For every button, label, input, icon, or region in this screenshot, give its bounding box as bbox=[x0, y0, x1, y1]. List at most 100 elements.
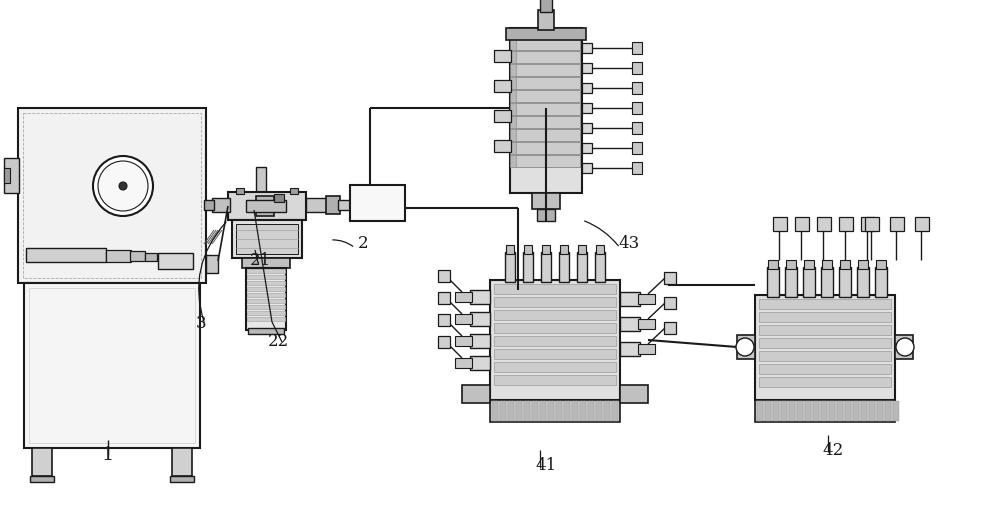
Bar bbox=[306, 198, 328, 212]
Bar bbox=[632, 162, 642, 174]
Bar bbox=[548, 401, 554, 421]
Bar bbox=[510, 38, 516, 50]
Bar bbox=[130, 251, 145, 261]
Bar bbox=[532, 401, 538, 421]
Bar bbox=[512, 129, 580, 141]
Bar bbox=[18, 108, 206, 283]
Bar bbox=[494, 336, 616, 346]
Bar bbox=[494, 297, 616, 307]
Bar bbox=[236, 188, 244, 194]
Bar bbox=[247, 269, 285, 273]
Bar bbox=[512, 90, 580, 102]
Circle shape bbox=[119, 182, 127, 190]
Bar bbox=[821, 267, 833, 297]
Bar bbox=[506, 28, 586, 40]
Bar bbox=[632, 82, 642, 94]
Bar bbox=[350, 185, 405, 221]
Text: 22: 22 bbox=[268, 333, 289, 350]
Text: 3: 3 bbox=[196, 315, 207, 332]
Bar bbox=[795, 217, 809, 231]
Bar bbox=[242, 258, 290, 268]
Bar bbox=[537, 209, 555, 221]
Bar bbox=[604, 401, 610, 421]
Bar bbox=[290, 188, 298, 194]
Bar bbox=[494, 80, 511, 92]
Bar bbox=[470, 356, 490, 370]
Bar bbox=[781, 401, 787, 421]
Bar bbox=[455, 336, 472, 346]
Bar bbox=[248, 328, 284, 334]
Bar bbox=[510, 77, 516, 89]
Bar bbox=[572, 401, 578, 421]
Bar bbox=[540, 401, 546, 421]
Bar bbox=[773, 217, 787, 231]
Bar bbox=[759, 364, 891, 374]
Bar bbox=[885, 401, 891, 421]
Bar bbox=[582, 123, 592, 133]
Bar bbox=[326, 196, 340, 214]
Bar bbox=[582, 83, 592, 93]
Bar bbox=[755, 400, 895, 422]
Bar bbox=[803, 267, 815, 297]
Bar bbox=[564, 401, 570, 421]
Bar bbox=[145, 253, 157, 261]
Bar bbox=[512, 142, 580, 154]
Bar bbox=[524, 401, 530, 421]
Bar bbox=[890, 217, 904, 231]
Bar bbox=[875, 267, 887, 297]
Bar bbox=[582, 163, 592, 173]
Bar bbox=[455, 358, 472, 368]
Bar bbox=[578, 245, 586, 254]
Bar bbox=[172, 448, 192, 476]
Bar bbox=[560, 245, 568, 254]
Bar bbox=[785, 267, 797, 297]
Bar bbox=[582, 103, 592, 113]
Bar bbox=[577, 252, 587, 282]
Bar bbox=[494, 349, 616, 359]
Bar bbox=[582, 43, 592, 53]
Bar bbox=[759, 312, 891, 322]
Bar bbox=[512, 116, 580, 128]
Bar bbox=[512, 155, 580, 167]
Bar bbox=[29, 288, 195, 443]
Bar bbox=[786, 260, 796, 269]
Bar bbox=[805, 401, 811, 421]
Bar bbox=[492, 401, 498, 421]
Bar bbox=[797, 401, 803, 421]
Bar bbox=[274, 194, 284, 202]
Bar bbox=[246, 268, 286, 330]
Circle shape bbox=[896, 338, 914, 356]
Bar bbox=[338, 200, 363, 210]
Circle shape bbox=[98, 161, 148, 211]
Bar bbox=[24, 283, 200, 448]
Bar bbox=[915, 217, 929, 231]
Bar bbox=[206, 255, 218, 273]
Bar bbox=[620, 292, 640, 306]
Bar bbox=[839, 267, 851, 297]
Bar bbox=[541, 252, 551, 282]
Bar bbox=[596, 401, 602, 421]
Bar bbox=[462, 385, 490, 403]
Bar bbox=[789, 401, 795, 421]
Bar bbox=[612, 401, 618, 421]
Bar bbox=[510, 103, 516, 115]
Bar bbox=[512, 103, 580, 115]
Bar bbox=[470, 290, 490, 304]
Bar bbox=[256, 167, 266, 195]
Bar bbox=[510, 129, 516, 141]
Bar bbox=[247, 287, 285, 291]
Bar bbox=[869, 401, 875, 421]
Bar bbox=[32, 448, 52, 476]
Bar bbox=[494, 375, 616, 385]
Bar bbox=[4, 158, 19, 193]
Bar bbox=[588, 401, 594, 421]
Bar bbox=[861, 217, 875, 231]
Bar bbox=[247, 305, 285, 309]
Bar bbox=[876, 260, 886, 269]
Bar bbox=[510, 64, 516, 76]
Bar bbox=[759, 299, 891, 309]
Bar bbox=[500, 401, 506, 421]
Bar bbox=[822, 260, 832, 269]
Bar bbox=[236, 224, 298, 254]
Bar bbox=[4, 168, 10, 183]
